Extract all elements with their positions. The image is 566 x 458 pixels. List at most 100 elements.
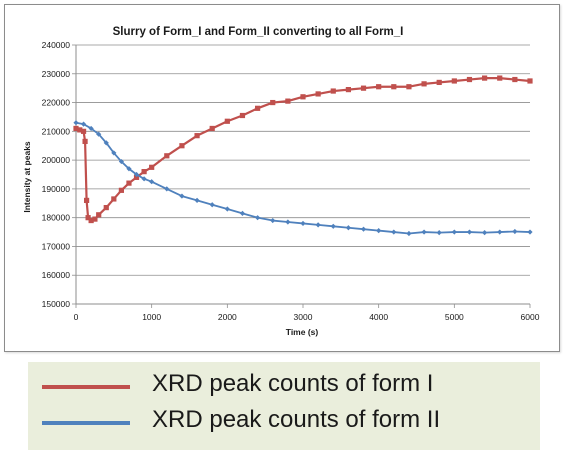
data-point: [391, 229, 397, 235]
data-point: [527, 78, 533, 84]
data-point: [141, 176, 147, 182]
data-point: [421, 229, 427, 235]
data-point: [466, 229, 473, 235]
y-tick-label: 230000: [42, 69, 71, 79]
data-point: [300, 94, 306, 100]
x-tick-label: 4000: [369, 312, 388, 322]
data-point: [80, 121, 87, 127]
data-point: [194, 197, 200, 203]
data-point: [239, 112, 246, 119]
data-point: [133, 171, 140, 178]
data-point: [149, 179, 155, 185]
series-line: [75, 121, 531, 235]
series-layer: [73, 75, 533, 237]
data-point: [376, 228, 382, 234]
data-point: [141, 169, 147, 175]
series-form-ii: [73, 120, 533, 237]
y-tick-label: 180000: [42, 213, 71, 223]
data-point: [345, 225, 351, 231]
data-point: [255, 215, 261, 221]
y-axis-title: Intensity at peaks: [22, 141, 32, 213]
x-tick-label: 3000: [294, 312, 313, 322]
data-point: [300, 220, 306, 227]
data-point: [497, 229, 503, 235]
data-point: [391, 84, 397, 90]
data-point: [224, 118, 230, 124]
y-tick-label: 160000: [42, 270, 71, 280]
y-tick-labels: 150000 160000 170000 180000 190000 200000 2100…: [42, 40, 71, 309]
x-tick-label: 1000: [142, 312, 161, 322]
data-point: [133, 174, 140, 180]
data-point: [436, 230, 442, 236]
data-point: [96, 212, 102, 218]
data-point: [80, 128, 87, 134]
data-point: [270, 99, 276, 106]
data-point: [466, 76, 473, 83]
legend-label-form-ii: XRD peak counts of form II: [152, 406, 441, 433]
data-point: [406, 230, 412, 237]
x-tick-labels: 0 1000 2000 3000 4000 5000 6000: [74, 312, 540, 322]
data-point: [497, 75, 503, 81]
data-point: [527, 229, 533, 235]
x-tick-label: 2000: [218, 312, 237, 322]
data-point: [285, 219, 291, 225]
data-point: [360, 226, 367, 232]
data-point: [209, 202, 215, 208]
data-point: [315, 222, 321, 228]
y-tick-label: 150000: [42, 299, 71, 309]
data-point: [451, 78, 457, 84]
chart-title: Slurry of Form_I and Form_II converting …: [113, 26, 404, 38]
chart-svg: Slurry of Form_I and Form_II converting …: [22, 26, 540, 337]
data-point: [482, 230, 488, 236]
data-point: [285, 98, 291, 104]
chart-frame: Slurry of Form_I and Form_II converting …: [4, 4, 560, 352]
y-tick-label: 210000: [42, 126, 71, 136]
axes: [72, 44, 531, 308]
data-point: [126, 180, 132, 186]
data-point: [194, 133, 200, 139]
data-point: [209, 125, 215, 132]
x-tick-label: 5000: [445, 312, 464, 322]
data-point: [73, 125, 79, 132]
y-tick-label: 190000: [42, 184, 71, 194]
data-point: [85, 215, 91, 221]
data-point: [512, 228, 518, 235]
legend-label-form-i: XRD peak counts of form I: [152, 370, 434, 397]
data-point: [103, 140, 109, 146]
data-point: [111, 196, 117, 202]
data-point: [360, 85, 367, 91]
data-point: [406, 84, 412, 90]
data-point: [451, 229, 457, 235]
data-point: [315, 91, 321, 97]
data-point: [149, 164, 155, 170]
y-tick-label: 240000: [42, 40, 71, 50]
data-point: [164, 186, 170, 192]
data-point: [77, 127, 83, 133]
data-point: [345, 87, 351, 93]
series-line: [75, 76, 531, 222]
data-point: [83, 197, 90, 203]
data-point: [73, 120, 79, 126]
legend-item-form-i: XRD peak counts of form I: [28, 366, 540, 406]
data-point: [179, 143, 185, 149]
data-point: [111, 150, 117, 156]
legend-swatch-form-i: [42, 385, 130, 389]
series-form-i: [73, 75, 533, 224]
data-point: [88, 125, 94, 132]
y-tick-label: 200000: [42, 155, 71, 165]
data-point: [103, 204, 109, 211]
gridlines: [76, 44, 530, 305]
data-point: [421, 81, 427, 87]
data-point: [436, 79, 442, 86]
data-point: [330, 223, 336, 229]
data-point: [118, 158, 124, 165]
x-tick-label: 6000: [521, 312, 540, 322]
data-point: [164, 153, 170, 159]
data-point: [179, 193, 185, 199]
data-point: [126, 166, 132, 172]
data-point: [96, 131, 102, 137]
data-point: [224, 206, 230, 212]
data-point: [118, 187, 124, 193]
data-point: [88, 217, 94, 224]
data-point: [82, 138, 88, 145]
